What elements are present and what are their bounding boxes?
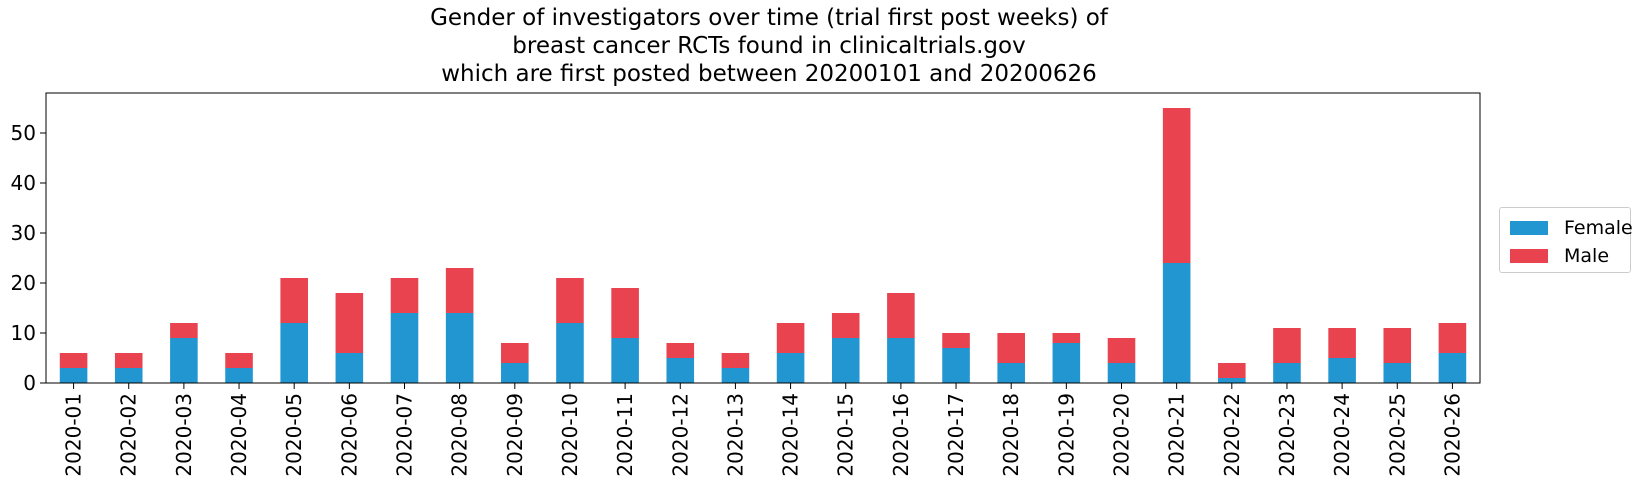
x-tick-label-2020-26: 2020-26	[1440, 393, 1464, 477]
y-tick-label-0: 0	[23, 371, 36, 395]
bar-female-2020-13	[721, 368, 750, 383]
bar-female-2020-24	[1328, 358, 1356, 383]
x-tick-label-2020-14: 2020-14	[779, 393, 803, 477]
legend-swatch-male	[1510, 249, 1548, 263]
x-tick-label-2020-16: 2020-16	[889, 393, 913, 477]
bar-female-2020-04	[225, 368, 253, 383]
bar-male-2020-19	[1052, 333, 1081, 343]
x-tick-label-2020-24: 2020-24	[1330, 393, 1354, 477]
chart-title-line-3: which are first posted between 20200101 …	[441, 61, 1097, 87]
bar-male-2020-25	[1383, 328, 1412, 363]
x-tick-label-2020-08: 2020-08	[448, 393, 472, 477]
x-tick-label-2020-07: 2020-07	[393, 393, 417, 477]
bar-male-2020-09	[501, 343, 529, 363]
x-tick-label-2020-12: 2020-12	[668, 393, 692, 477]
chart-title: Gender of investigators over time (trial…	[0, 4, 1538, 88]
bar-female-2020-14	[776, 353, 805, 383]
legend-label-male: Male	[1564, 245, 1610, 267]
x-tick-label-2020-09: 2020-09	[503, 393, 527, 477]
bar-male-2020-22	[1218, 363, 1246, 378]
bar-male-2020-23	[1273, 328, 1301, 363]
y-tick-label-30: 30	[11, 221, 36, 245]
bar-male-2020-20	[1107, 338, 1136, 363]
bar-female-2020-20	[1107, 363, 1136, 383]
y-tick-label-40: 40	[11, 171, 36, 195]
x-tick-label-2020-15: 2020-15	[834, 393, 858, 477]
x-tick-label-2020-02: 2020-02	[117, 393, 141, 477]
x-tick-label-2020-19: 2020-19	[1054, 393, 1078, 477]
bar-male-2020-11	[611, 288, 639, 338]
x-tick-label-2020-17: 2020-17	[944, 393, 968, 477]
bar-female-2020-06	[335, 353, 364, 383]
bar-female-2020-01	[59, 368, 88, 383]
bar-female-2020-26	[1438, 353, 1467, 383]
bar-female-2020-25	[1383, 363, 1412, 383]
bar-male-2020-03	[170, 323, 198, 338]
x-tick-label-2020-05: 2020-05	[282, 393, 306, 477]
x-tick-label-2020-22: 2020-22	[1220, 393, 1244, 477]
x-tick-label-2020-10: 2020-10	[558, 393, 582, 477]
bar-female-2020-08	[445, 313, 474, 383]
bar-male-2020-07	[390, 278, 419, 313]
x-tick-label-2020-23: 2020-23	[1275, 393, 1299, 477]
plot-frame	[45, 92, 1481, 384]
x-tick-label-2020-01: 2020-01	[62, 393, 86, 477]
bar-male-2020-02	[114, 353, 143, 368]
bar-female-2020-09	[501, 363, 529, 383]
bar-female-2020-18	[997, 363, 1025, 383]
y-tick-label-20: 20	[11, 271, 36, 295]
x-tick-label-2020-25: 2020-25	[1385, 393, 1409, 477]
bar-male-2020-16	[887, 293, 915, 338]
bar-female-2020-19	[1052, 343, 1081, 383]
bar-female-2020-07	[390, 313, 419, 383]
x-tick-label-2020-21: 2020-21	[1165, 393, 1189, 477]
chart-title-line-2: breast cancer RCTs found in clinicaltria…	[512, 33, 1026, 59]
bar-female-2020-03	[170, 338, 198, 383]
bar-male-2020-24	[1328, 328, 1356, 358]
bar-male-2020-14	[776, 323, 805, 353]
bar-male-2020-06	[335, 293, 364, 353]
chart-title-line-1: Gender of investigators over time (trial…	[430, 5, 1108, 31]
bar-female-2020-15	[831, 338, 860, 383]
x-tick-label-2020-03: 2020-03	[172, 393, 196, 477]
bar-female-2020-12	[666, 358, 695, 383]
x-tick-label-2020-18: 2020-18	[999, 393, 1023, 477]
x-tick-label-2020-11: 2020-11	[613, 393, 637, 477]
bar-male-2020-15	[831, 313, 860, 338]
bar-female-2020-10	[556, 323, 584, 383]
bar-female-2020-11	[611, 338, 639, 383]
bar-male-2020-08	[445, 268, 474, 313]
x-tick-label-2020-20: 2020-20	[1110, 393, 1134, 477]
bar-male-2020-18	[997, 333, 1025, 363]
bar-male-2020-04	[225, 353, 253, 368]
bar-female-2020-17	[942, 348, 970, 383]
bar-female-2020-05	[280, 323, 308, 383]
x-tick-label-2020-06: 2020-06	[337, 393, 361, 477]
bar-female-2020-02	[114, 368, 143, 383]
legend-item-male: Male	[1510, 244, 1609, 268]
legend-swatch-female	[1510, 221, 1548, 235]
legend-item-female: Female	[1510, 216, 1633, 240]
bar-male-2020-10	[556, 278, 584, 323]
x-tick-label-2020-13: 2020-13	[723, 393, 747, 477]
y-tick-label-50: 50	[11, 121, 36, 145]
bar-male-2020-12	[666, 343, 695, 358]
bar-male-2020-01	[59, 353, 88, 368]
x-tick-label-2020-04: 2020-04	[227, 393, 251, 477]
bar-female-2020-23	[1273, 363, 1301, 383]
y-tick-label-10: 10	[11, 321, 36, 345]
bar-female-2020-16	[887, 338, 915, 383]
bar-male-2020-17	[942, 333, 970, 348]
bar-male-2020-21	[1162, 108, 1191, 263]
bar-male-2020-13	[721, 353, 750, 368]
bar-female-2020-21	[1162, 263, 1191, 383]
bar-female-2020-22	[1218, 378, 1246, 383]
chart-legend: Female Male	[1499, 207, 1633, 273]
legend-label-female: Female	[1564, 217, 1633, 239]
bar-male-2020-05	[280, 278, 308, 323]
bar-male-2020-26	[1438, 323, 1467, 353]
